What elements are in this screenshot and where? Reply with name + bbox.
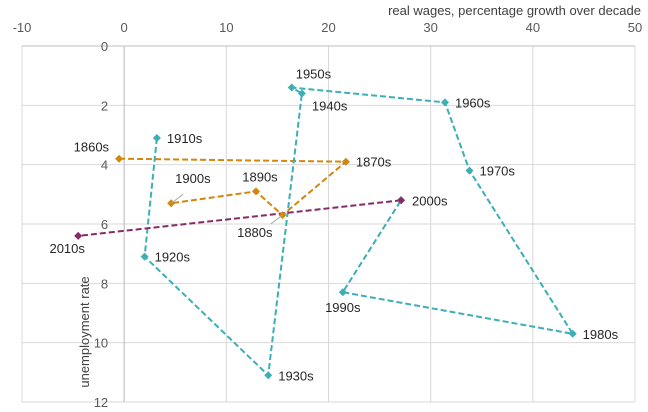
x-tick-label: 0: [121, 20, 128, 35]
data-point: [264, 371, 273, 380]
data-point: [297, 89, 306, 98]
x-axis-ticks: -10 0 10 20 30 40 50: [13, 20, 643, 35]
data-label-1980s: 1980s: [583, 327, 619, 342]
data-label-1950s: 1950s: [296, 67, 332, 82]
x-axis-title: real wages, percentage growth over decad…: [388, 3, 641, 18]
x-tick-label: 40: [526, 20, 540, 35]
series-line: [78, 199, 402, 237]
y-tick-label: 8: [101, 276, 108, 291]
data-label-1890s: 1890s: [242, 169, 278, 184]
point-labels: 1860s 1870s 1880s 1890s 1900s 1910s 1920s 1930s…: [49, 67, 618, 384]
data-point: [341, 157, 350, 166]
y-axis-title: unemployment rate: [77, 276, 92, 387]
y-tick-label: 12: [94, 395, 108, 410]
data-point: [251, 187, 260, 196]
x-tick-label: 50: [628, 20, 642, 35]
data-point: [465, 166, 474, 175]
data-point: [115, 154, 124, 163]
data-label-1970s: 1970s: [479, 164, 515, 179]
y-tick-label: 2: [101, 98, 108, 113]
data-label-1930s: 1930s: [278, 368, 314, 383]
data-point: [440, 98, 449, 107]
data-point: [568, 329, 577, 338]
y-tick-label: 6: [101, 217, 108, 232]
data-label-1940s: 1940s: [312, 98, 348, 113]
x-tick-label: 10: [219, 20, 233, 35]
data-label-2000s: 2000s: [412, 193, 448, 208]
data-label-1880s: 1880s: [237, 225, 273, 240]
data-label-2010s: 2010s: [49, 241, 85, 256]
data-label-1860s: 1860s: [74, 140, 110, 155]
data-label-1960s: 1960s: [455, 95, 491, 110]
y-tick-label: 4: [101, 158, 108, 173]
data-label-1900s: 1900s: [175, 171, 211, 186]
y-tick-label: 10: [94, 336, 108, 351]
y-axis-ticks: 0 2 4 6 8 10 12: [94, 39, 108, 410]
data-label-1920s: 1920s: [155, 250, 191, 265]
label-leader-line: [270, 214, 283, 225]
series-line: [143, 86, 575, 378]
x-tick-label: 20: [321, 20, 335, 35]
data-point: [74, 231, 83, 240]
x-tick-label: 30: [423, 20, 437, 35]
data-point: [287, 83, 296, 92]
data-points: [74, 83, 577, 380]
data-point: [397, 196, 406, 205]
y-tick-label: 0: [101, 39, 108, 54]
gridlines: [21, 45, 636, 403]
data-point: [338, 288, 347, 297]
label-leader-line: [170, 193, 184, 204]
x-tick-label: -10: [13, 20, 32, 35]
data-point: [140, 252, 149, 261]
data-point: [152, 133, 161, 142]
data-label-1990s: 1990s: [325, 300, 361, 315]
data-label-1910s: 1910s: [167, 131, 203, 146]
data-label-1870s: 1870s: [356, 155, 392, 170]
series-lines: [78, 86, 575, 378]
